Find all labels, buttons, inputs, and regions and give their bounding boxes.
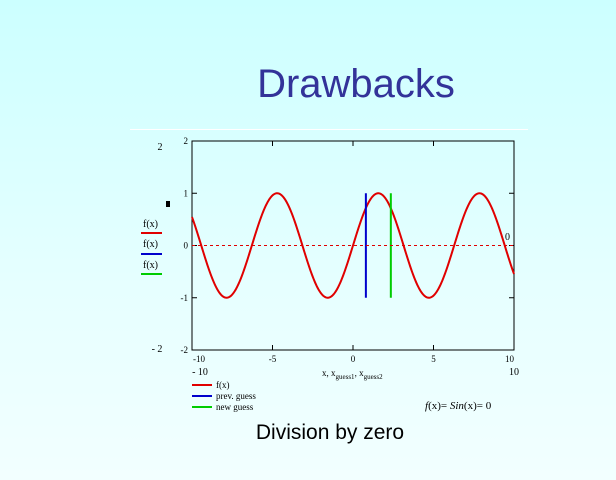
y-range-min-label: - 2 [152,344,163,355]
x-axis-label-sub-2: guess2 [364,373,384,381]
formula-sin-arg: (x) [464,400,477,412]
series-layer [191,192,515,299]
left-legend: f(x) f(x) f(x) [141,219,162,275]
x-range-max-label: 10 [509,367,519,378]
formula-annotation: f(x)= Sin(x)= 0 [425,400,492,412]
left-legend-label-1: f(x) [143,219,158,230]
y-range-max-label: 2 [158,142,163,153]
title-divider [130,129,528,130]
x-tick-label-3: 5 [431,354,436,364]
y-tick-label-2: 0 [184,241,189,251]
x-tick-label-4: 10 [505,354,515,364]
x-axis-label: x, xguess1, xguess2 [322,368,383,381]
bottom-legend-label-2: prev. guess [216,391,256,401]
x-tick-label-2: 0 [351,354,356,364]
slide-title: Drawbacks [257,62,455,106]
marker-square [166,201,170,207]
x-range-min-label: - 10 [192,367,208,378]
formula-sin: Sin [450,400,465,412]
series-curve-0 [191,192,515,299]
slide-caption: Division by zero [255,421,405,444]
y-tick-label-0: -2 [181,345,189,355]
left-legend-label-2: f(x) [143,239,158,250]
formula-arg: (x)= [428,400,450,412]
bottom-legend-label-1: f(x) [216,380,230,390]
left-legend-label-3: f(x) [143,260,158,271]
bottom-legend-label-3: new guess [216,402,254,412]
x-axis-label-part-a: x, x [322,368,336,378]
x-tick-label-1: -5 [269,354,277,364]
bottom-legend: f(x) prev. guess new guess [192,380,256,412]
zero-label-right: 0 [505,232,510,243]
x-axis-label-sub-1: guess1 [336,373,356,381]
x-axis-label-part-c: , x [355,368,365,378]
y-tick-label-1: -1 [181,293,189,303]
y-tick-label-3: 1 [184,188,189,198]
y-tick-label-4: 2 [184,136,189,146]
x-tick-label-0: -10 [193,354,205,364]
x-axis-ticks: -10 -5 0 5 10 [191,141,515,364]
formula-rhs: = 0 [477,400,492,412]
formula-f: f [425,400,430,412]
